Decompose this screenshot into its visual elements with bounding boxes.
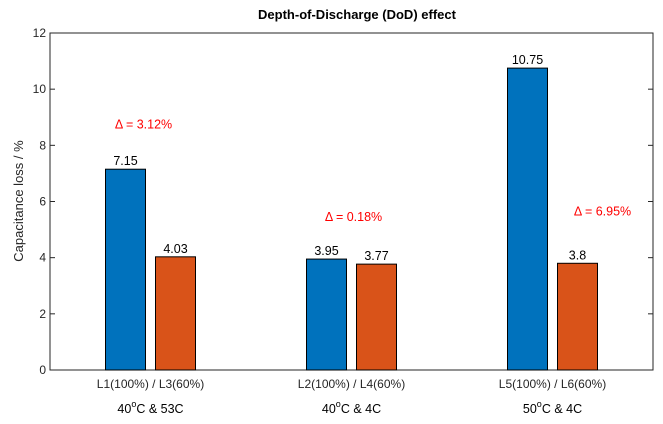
chart-title: Depth-of-Discharge (DoD) effect	[258, 7, 457, 22]
bar	[105, 168, 146, 371]
bar-value-label: 10.75	[512, 53, 543, 67]
x-tick-label: L2(100%) / L4(60%)	[298, 377, 405, 391]
y-tick-label: 12	[33, 26, 47, 40]
bar-value-label: 3.95	[314, 244, 338, 258]
delta-annotation: Δ = 0.18%	[325, 210, 382, 224]
y-tick-label: 10	[33, 82, 47, 96]
delta-annotation: Δ = 3.12%	[115, 117, 172, 131]
bar-series	[105, 67, 598, 371]
data-labels: 7.15 4.03 3.95 3.77 10.75 3.8	[113, 53, 586, 263]
bar	[557, 262, 598, 371]
x-tick-label: L5(100%) / L6(60%)	[499, 377, 606, 391]
y-tick-label: 2	[39, 307, 46, 321]
y-axis-label: Capacitance loss / %	[11, 140, 26, 262]
delta-annotations: Δ = 3.12% Δ = 0.18% Δ = 6.95%	[115, 117, 631, 224]
bar	[356, 263, 397, 371]
condition-label: 40oC & 4C	[322, 399, 381, 416]
bar-value-label: 3.77	[364, 249, 388, 263]
x-tick-label: L1(100%) / L3(60%)	[97, 377, 204, 391]
y-tick-label: 6	[39, 195, 46, 209]
bar	[306, 258, 347, 371]
y-axis-ticks: 0 2 4 6 8 10 12	[33, 26, 653, 377]
x-axis-labels: L1(100%) / L3(60%) 40oC & 53C L2(100%) / L…	[97, 377, 606, 416]
bar	[155, 256, 196, 371]
y-tick-label: 0	[39, 363, 46, 377]
bar-value-label: 7.15	[113, 154, 137, 168]
condition-label: 50oC & 4C	[523, 399, 582, 416]
bar-value-label: 3.8	[569, 248, 586, 262]
delta-annotation: Δ = 6.95%	[574, 205, 631, 219]
bar	[507, 67, 548, 371]
y-tick-label: 8	[39, 138, 46, 152]
bar-value-label: 4.03	[163, 242, 187, 256]
condition-label: 40oC & 53C	[117, 399, 183, 416]
y-tick-label: 4	[39, 251, 46, 265]
